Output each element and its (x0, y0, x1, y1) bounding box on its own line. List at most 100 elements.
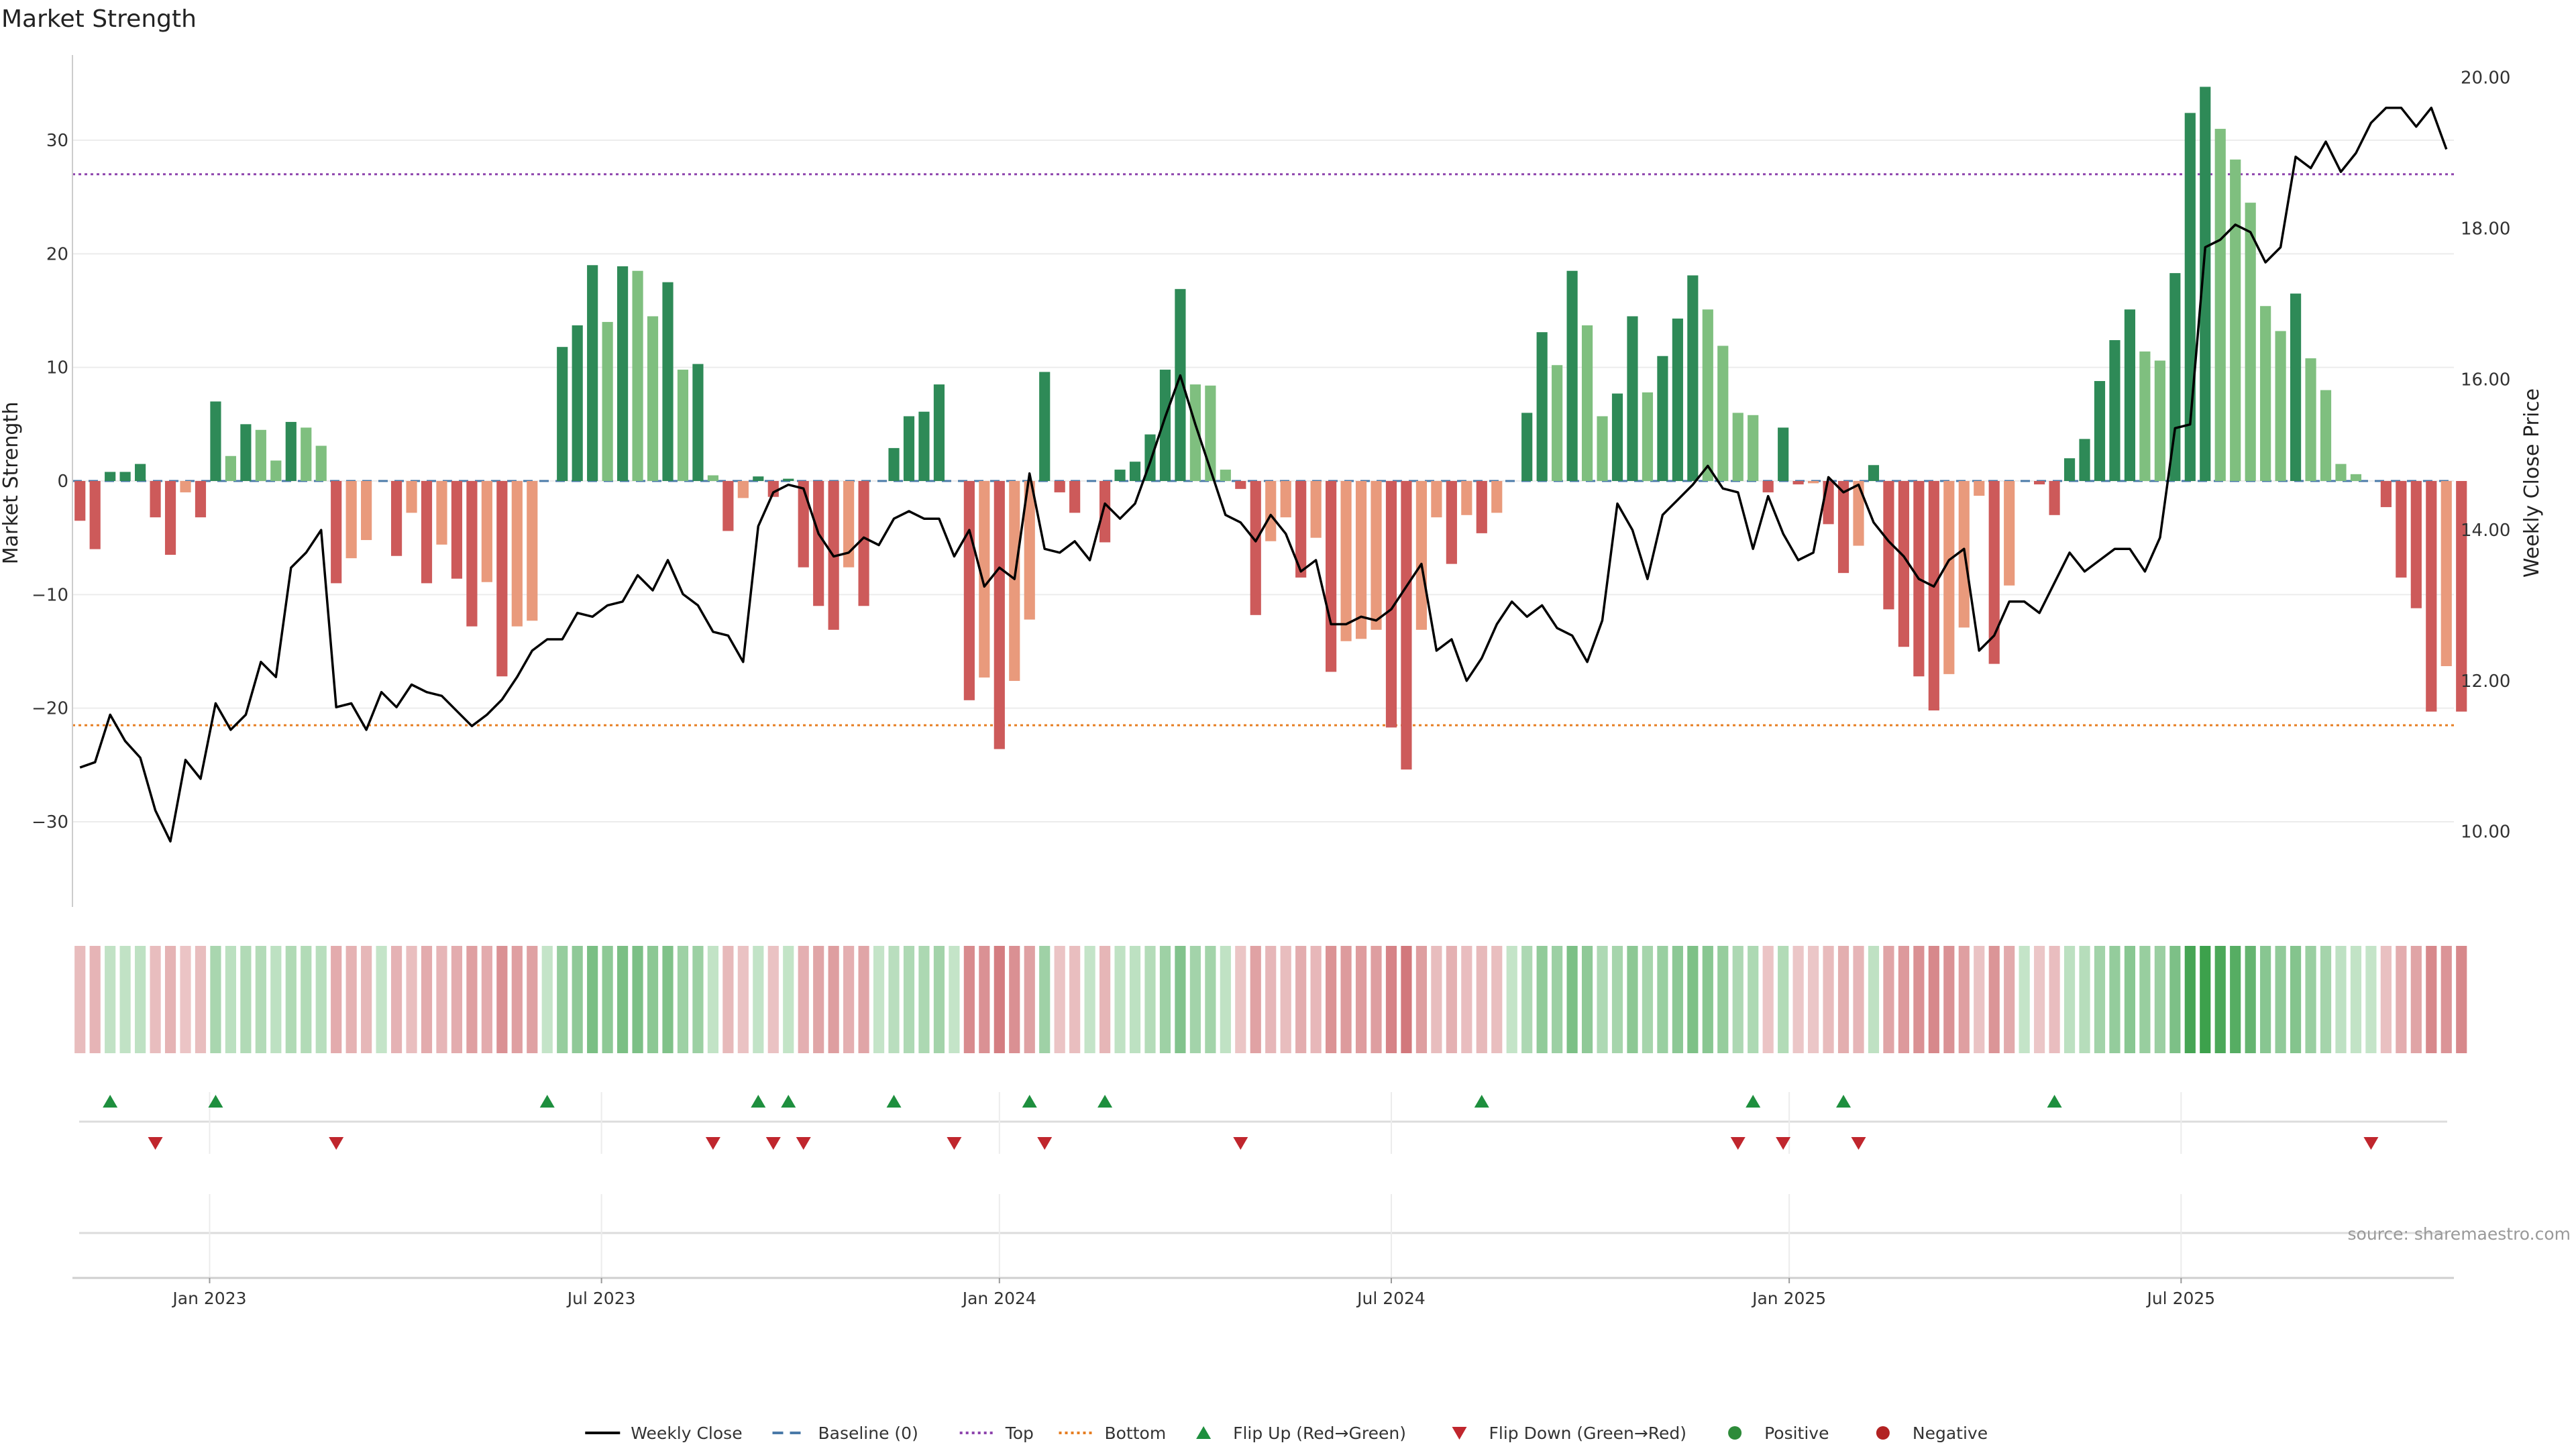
strength-bar (2034, 481, 2045, 485)
strength-bar (1717, 345, 1729, 481)
strength-bar (511, 481, 523, 627)
strength-bar (1837, 481, 1849, 574)
strength-bar (722, 481, 734, 531)
heat-cell (481, 946, 492, 1053)
heat-cell (2426, 946, 2437, 1053)
heat-cell (1778, 946, 1789, 1053)
strength-bar (240, 424, 252, 481)
weekly-close-line (79, 106, 2448, 843)
heat-cell (331, 946, 342, 1053)
flip-down-marker (1037, 1137, 1053, 1150)
strength-bar (1114, 470, 1126, 481)
strength-bar (1928, 481, 1939, 711)
strength-bar (436, 481, 447, 545)
flip-up-marker (1746, 1095, 1761, 1108)
heat-cell (1687, 946, 1699, 1053)
strength-bar (2396, 481, 2407, 578)
strength-bar (451, 481, 463, 579)
heat-cell (1732, 946, 1743, 1053)
heat-cell (2184, 946, 2196, 1053)
heat-cell (602, 946, 613, 1053)
strength-bar (1205, 385, 1216, 481)
heat-cell (1943, 946, 1955, 1053)
heat-cell (2456, 946, 2467, 1053)
heat-cell (2260, 946, 2271, 1053)
heat-cell (210, 946, 221, 1053)
heat-cell (1024, 946, 1035, 1053)
heat-cell (1491, 946, 1503, 1053)
heat-cell (105, 946, 116, 1053)
strength-bar (994, 481, 1005, 749)
y2-tick-label: 16.00 (2461, 370, 2510, 390)
heat-cell (1808, 946, 1819, 1053)
heat-cell (315, 946, 327, 1053)
strength-bar (1340, 481, 1352, 641)
heat-cell (195, 946, 207, 1053)
heat-cell (783, 946, 794, 1053)
flip-markers-panel (79, 1092, 2447, 1154)
heat-cell (873, 946, 885, 1053)
strength-bar (753, 476, 764, 481)
heat-cell (150, 946, 161, 1053)
strength-bar (1189, 384, 1201, 481)
heat-cell (2109, 946, 2121, 1053)
strength-bar (557, 347, 568, 481)
strength-bar (632, 270, 643, 481)
strength-bar (692, 364, 704, 481)
heat-cell (541, 946, 553, 1053)
strength-bar (1250, 481, 1261, 615)
strength-bar (783, 478, 794, 481)
heat-cell (1552, 946, 1563, 1053)
heat-cell (617, 946, 629, 1053)
heat-cell (1009, 946, 1020, 1053)
strength-bar (1069, 481, 1081, 513)
strength-bar (1898, 481, 1909, 647)
heat-cell (1401, 946, 1412, 1053)
heat-cell (632, 946, 643, 1053)
strength-bar (933, 384, 945, 481)
strength-bar (1702, 309, 1713, 481)
y-tick-label: −30 (32, 812, 68, 833)
strength-bar (527, 481, 538, 621)
strength-bar (1868, 465, 1880, 481)
strength-bar (210, 401, 221, 481)
flip-up-marker (1022, 1095, 1037, 1108)
strength-bar (1446, 481, 1457, 564)
strength-bar (481, 481, 492, 582)
strength-bar (1461, 481, 1472, 515)
strength-bar (2426, 481, 2437, 712)
heat-cell (888, 946, 900, 1053)
heat-cell (2004, 946, 2015, 1053)
heat-cell (451, 946, 463, 1053)
heat-cell (1220, 946, 1231, 1053)
strength-bar (1687, 275, 1699, 481)
strength-bar (390, 481, 402, 556)
heat-cell (119, 946, 131, 1053)
strength-bar (2380, 481, 2392, 507)
heat-cell (1415, 946, 1428, 1053)
strength-bar (2200, 87, 2211, 481)
heat-cell (1250, 946, 1261, 1053)
strength-bar (105, 472, 116, 481)
heat-cell (421, 946, 433, 1053)
strength-bar (119, 472, 131, 481)
strength-bar (2169, 273, 2181, 481)
heat-cell (1461, 946, 1472, 1053)
heat-cell (496, 946, 508, 1053)
strength-bar (1009, 481, 1020, 682)
axes: 30 20 10 0 −10 −20 −30 20.00 18.00 16.00 14.00 12.0… (0, 55, 2544, 907)
strength-bar (858, 481, 869, 606)
legend-item: Flip Down (Green→Red) (1452, 1424, 1687, 1443)
strength-bar (331, 481, 342, 584)
heat-cell (1189, 946, 1201, 1053)
y-tick-label: 0 (57, 472, 68, 492)
strength-bar (979, 481, 990, 678)
heat-cell (1295, 946, 1307, 1053)
heat-cell (1521, 946, 1533, 1053)
heat-cell (2320, 946, 2332, 1053)
heat-cell (1536, 946, 1548, 1053)
heat-cell (2335, 946, 2347, 1053)
legend-label: Flip Down (Green→Red) (1489, 1424, 1687, 1443)
heat-cell (813, 946, 824, 1053)
strength-bar (888, 447, 900, 481)
